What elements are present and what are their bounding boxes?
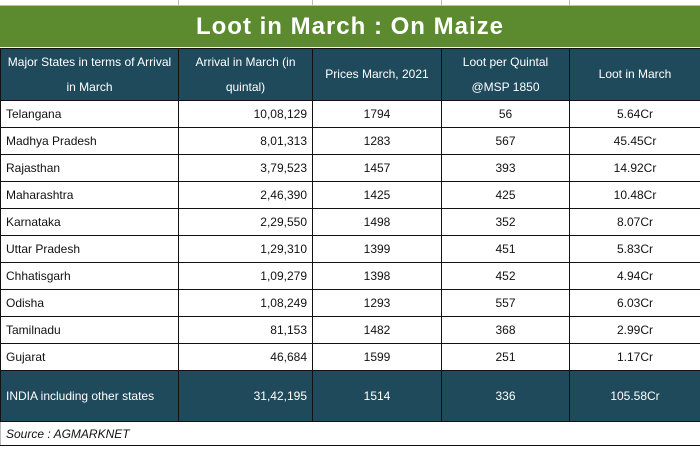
- value-cell: 81,153: [178, 316, 313, 344]
- table-row: Tamilnadu 81,153 1482 368 2.99Cr: [0, 316, 700, 344]
- value-cell: 10.48Cr: [569, 181, 700, 209]
- total-value-cell: 31,42,195: [178, 370, 313, 422]
- table-row: Odisha 1,08,249 1293 557 6.03Cr: [0, 289, 700, 317]
- value-cell: 1,08,249: [178, 289, 313, 317]
- state-name-cell: Telangana: [0, 100, 179, 128]
- state-name-cell: Karnataka: [0, 208, 179, 236]
- value-cell: 6.03Cr: [569, 289, 700, 317]
- column-header: Arrival in March (in quintal): [178, 48, 313, 101]
- value-cell: 1398: [312, 262, 442, 290]
- value-cell: 393: [441, 154, 570, 182]
- value-cell: 56: [441, 100, 570, 128]
- value-cell: 5.64Cr: [569, 100, 700, 128]
- value-cell: 8.07Cr: [569, 208, 700, 236]
- value-cell: 2,29,550: [178, 208, 313, 236]
- table-row: Rajasthan 3,79,523 1457 393 14.92Cr: [0, 154, 700, 182]
- maize-loot-table: Major States in terms of Arrival in Marc…: [0, 48, 700, 446]
- state-name-cell: Odisha: [0, 289, 179, 317]
- table-row: Madhya Pradesh 8,01,313 1283 567 45.45Cr: [0, 127, 700, 155]
- value-cell: 8,01,313: [178, 127, 313, 155]
- value-cell: 425: [441, 181, 570, 209]
- value-cell: 1482: [312, 316, 442, 344]
- value-cell: 45.45Cr: [569, 127, 700, 155]
- header-row: Major States in terms of Arrival in Marc…: [0, 48, 700, 101]
- value-cell: 1794: [312, 100, 442, 128]
- value-cell: 1457: [312, 154, 442, 182]
- value-cell: 251: [441, 343, 570, 371]
- value-cell: 567: [441, 127, 570, 155]
- value-cell: 46,684: [178, 343, 313, 371]
- value-cell: 452: [441, 262, 570, 290]
- table-row: Gujarat 46,684 1599 251 1.17Cr: [0, 343, 700, 371]
- state-name-cell: Madhya Pradesh: [0, 127, 179, 155]
- state-name-cell: Tamilnadu: [0, 316, 179, 344]
- source-note: Source : AGMARKNET: [0, 421, 700, 446]
- value-cell: 368: [441, 316, 570, 344]
- column-header: Prices March, 2021: [312, 48, 442, 101]
- table-row: Maharashtra 2,46,390 1425 425 10.48Cr: [0, 181, 700, 209]
- value-cell: 451: [441, 235, 570, 263]
- value-cell: 1,09,279: [178, 262, 313, 290]
- sheet-gridlines: [0, 0, 700, 6]
- value-cell: 1293: [312, 289, 442, 317]
- value-cell: 4.94Cr: [569, 262, 700, 290]
- table-title: Loot in March : On Maize: [0, 6, 700, 47]
- value-cell: 557: [441, 289, 570, 317]
- value-cell: 1425: [312, 181, 442, 209]
- table-row: Chhatisgarh 1,09,279 1398 452 4.94Cr: [0, 262, 700, 290]
- column-header: Loot in March: [569, 48, 700, 101]
- state-name-cell: Maharashtra: [0, 181, 179, 209]
- table-row: Karnataka 2,29,550 1498 352 8.07Cr: [0, 208, 700, 236]
- source-row: Source : AGMARKNET: [0, 421, 700, 446]
- state-name-cell: Chhatisgarh: [0, 262, 179, 290]
- total-row: INDIA including other states 31,42,195 151…: [0, 370, 700, 422]
- value-cell: 3,79,523: [178, 154, 313, 182]
- value-cell: 352: [441, 208, 570, 236]
- total-value-cell: 1514: [312, 370, 442, 422]
- value-cell: 14.92Cr: [569, 154, 700, 182]
- value-cell: 1283: [312, 127, 442, 155]
- total-label-cell: INDIA including other states: [0, 370, 179, 422]
- value-cell: 1599: [312, 343, 442, 371]
- value-cell: 5.83Cr: [569, 235, 700, 263]
- value-cell: 1.17Cr: [569, 343, 700, 371]
- total-value-cell: 105.58Cr: [569, 370, 700, 422]
- value-cell: 1399: [312, 235, 442, 263]
- value-cell: 10,08,129: [178, 100, 313, 128]
- column-header: Loot per Quintal @MSP 1850: [441, 48, 570, 101]
- value-cell: 1,29,310: [178, 235, 313, 263]
- table-row: Uttar Pradesh 1,29,310 1399 451 5.83Cr: [0, 235, 700, 263]
- value-cell: 2.99Cr: [569, 316, 700, 344]
- value-cell: 1498: [312, 208, 442, 236]
- value-cell: 2,46,390: [178, 181, 313, 209]
- total-value-cell: 336: [441, 370, 570, 422]
- state-name-cell: Gujarat: [0, 343, 179, 371]
- column-header: Major States in terms of Arrival in Marc…: [0, 48, 179, 101]
- table-row: Telangana 10,08,129 1794 56 5.64Cr: [0, 100, 700, 128]
- state-name-cell: Rajasthan: [0, 154, 179, 182]
- state-name-cell: Uttar Pradesh: [0, 235, 179, 263]
